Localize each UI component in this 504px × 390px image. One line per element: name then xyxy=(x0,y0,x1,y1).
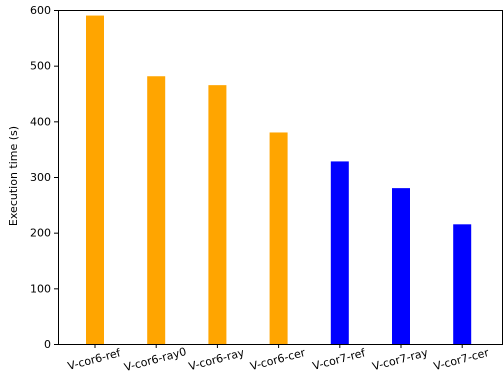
y-tick-label: 0 xyxy=(44,338,51,351)
x-axis-ticks: V-cor6-ref V-cor6-ray0 V-cor6-ray V-cor6-ce… xyxy=(66,344,491,374)
x-tick-label: V-cor7-ray xyxy=(371,346,430,373)
bar-V-cor7-ray xyxy=(392,188,410,344)
bars xyxy=(86,15,472,345)
x-tick-label: V-cor6-cer xyxy=(249,346,307,373)
y-tick-label: 300 xyxy=(30,171,51,184)
x-tick-label: V-cor7-cer xyxy=(432,346,490,373)
y-tick-label: 100 xyxy=(30,282,51,295)
bar-V-cor6-ref xyxy=(86,15,104,344)
y-axis-ticks: 0 100 200 300 400 500 600 xyxy=(30,4,58,351)
x-tick-label: V-cor6-ray xyxy=(187,346,246,373)
y-tick-label: 200 xyxy=(30,227,51,240)
y-axis-label: Execution time (s) xyxy=(7,126,20,226)
x-tick-label: V-cor6-ray0 xyxy=(123,345,188,374)
bar-V-cor7-cer xyxy=(453,224,472,344)
y-tick-label: 400 xyxy=(30,115,51,128)
bar-V-cor6-cer xyxy=(269,132,288,344)
bar-V-cor6-ray0 xyxy=(147,76,166,344)
x-tick-label: V-cor7-ref xyxy=(311,346,368,373)
plot-frame xyxy=(58,10,503,345)
y-tick-label: 500 xyxy=(30,60,51,73)
bar-V-cor7-ref xyxy=(330,161,349,344)
x-tick-label: V-cor6-ref xyxy=(66,346,123,373)
y-tick-label: 600 xyxy=(30,4,51,17)
bar-V-cor6-ray xyxy=(208,85,227,345)
